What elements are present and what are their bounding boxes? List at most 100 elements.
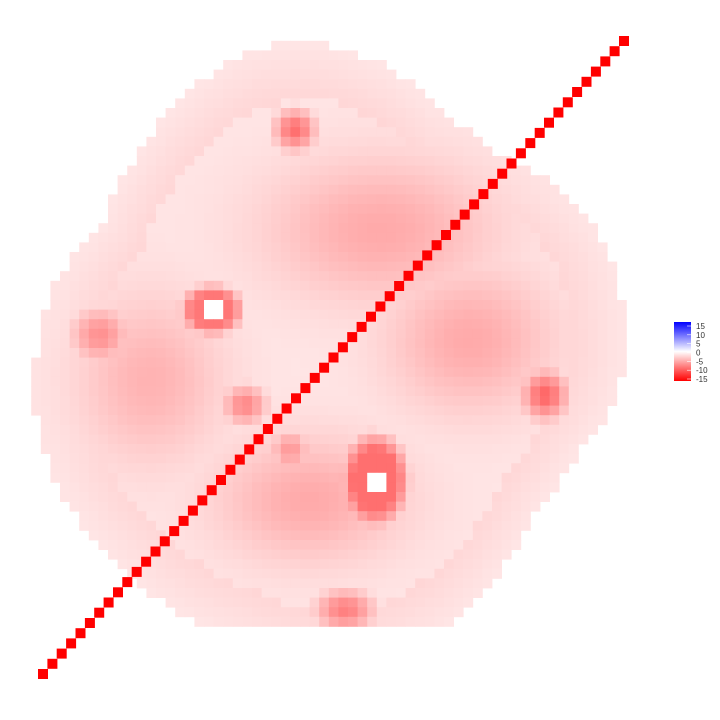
heatmap-cell	[396, 156, 406, 166]
heatmap-cell	[376, 108, 387, 118]
heatmap-cell	[568, 453, 579, 464]
heatmap-cell	[501, 252, 512, 262]
heatmap-cell	[146, 540, 157, 550]
heatmap-cell	[540, 492, 550, 502]
heatmap-cell	[568, 376, 579, 387]
heatmap-cell	[319, 520, 330, 531]
heatmap-cell	[540, 386, 550, 397]
legend-label: 15	[696, 322, 705, 331]
heatmap-cell	[319, 607, 330, 618]
heatmap-cell	[501, 319, 512, 330]
heatmap-cell	[146, 252, 157, 262]
heatmap-cell	[184, 127, 195, 138]
heatmap-cell	[405, 520, 416, 531]
heatmap-cell	[453, 607, 464, 618]
heatmap-cell	[396, 79, 406, 90]
heatmap-cell	[501, 492, 512, 502]
heatmap-cell	[213, 578, 224, 589]
heatmap-cell	[242, 530, 253, 541]
heatmap-cell	[415, 146, 426, 157]
heatmap-cell	[156, 501, 166, 512]
heatmap-cell	[319, 588, 330, 598]
heatmap-cell	[60, 415, 70, 426]
heatmap-cell	[520, 175, 531, 186]
heatmap-cell	[98, 540, 109, 550]
heatmap-cell	[386, 578, 397, 589]
diagonal-cell	[291, 393, 301, 404]
heatmap-cell	[232, 367, 243, 378]
heatmap-cell	[376, 472, 387, 483]
heatmap-cell	[194, 424, 205, 435]
heatmap-cell	[252, 232, 262, 243]
heatmap-cell	[261, 444, 272, 454]
heatmap-cell	[463, 242, 474, 253]
heatmap-cell	[184, 424, 195, 435]
heatmap-cell	[232, 194, 243, 205]
heatmap-cell	[309, 463, 320, 474]
heatmap-cell	[290, 492, 301, 502]
heatmap-cell	[328, 156, 339, 166]
heatmap-cell	[117, 444, 128, 454]
heatmap-cell	[434, 405, 445, 416]
heatmap-cell	[482, 309, 493, 320]
heatmap-cell	[280, 453, 291, 464]
heatmap-cell	[156, 338, 166, 349]
heatmap-cell	[223, 98, 234, 109]
heatmap-cell	[290, 50, 301, 61]
heatmap-cell	[597, 367, 608, 378]
heatmap-cell	[472, 146, 483, 157]
heatmap-cell	[386, 405, 397, 416]
heatmap-cell	[184, 367, 195, 378]
heatmap-cell	[213, 204, 224, 214]
heatmap-cell	[549, 396, 560, 406]
heatmap-cell	[328, 376, 339, 387]
heatmap-cell	[136, 338, 147, 349]
heatmap-cell	[232, 223, 243, 234]
heatmap-cell	[175, 280, 186, 291]
heatmap-cell	[184, 463, 195, 474]
heatmap-cell	[357, 328, 368, 339]
heatmap-cell	[396, 367, 406, 378]
heatmap-cell	[232, 511, 243, 522]
heatmap-cell	[386, 328, 397, 339]
heatmap-cell	[415, 415, 426, 426]
heatmap-cell	[194, 261, 205, 272]
heatmap-cell	[252, 60, 262, 70]
heatmap-cell	[290, 597, 301, 608]
heatmap-cell	[184, 597, 195, 608]
heatmap-cell	[108, 223, 118, 234]
heatmap-cell	[578, 405, 589, 416]
heatmap-cell	[280, 559, 291, 570]
heatmap-cell	[242, 127, 253, 138]
heatmap-cell	[338, 501, 349, 512]
heatmap-cell	[184, 280, 195, 291]
heatmap-cell	[549, 242, 560, 253]
heatmap-cell	[386, 69, 397, 80]
heatmap-cell	[280, 79, 291, 90]
heatmap-cell	[117, 223, 128, 234]
heatmap-cell	[482, 204, 493, 214]
heatmap-cell	[367, 271, 378, 282]
heatmap-cell	[348, 146, 358, 157]
heatmap-cell	[424, 117, 435, 128]
heatmap-cell	[540, 261, 550, 272]
heatmap-cell	[530, 184, 541, 195]
heatmap-cell	[300, 213, 310, 224]
heatmap-cell	[175, 348, 186, 358]
heatmap-cell	[357, 463, 368, 474]
heatmap-cell	[290, 540, 301, 550]
diagonal-cell	[478, 189, 489, 200]
heatmap-cell	[280, 136, 291, 147]
heatmap-cell	[204, 213, 214, 224]
heatmap-cell	[607, 367, 618, 378]
heatmap-cell	[117, 501, 128, 512]
heatmap-cell	[530, 309, 541, 320]
heatmap-cell	[511, 309, 522, 320]
heatmap-cell	[396, 396, 406, 406]
heatmap-cell	[357, 616, 368, 627]
heatmap-cell	[463, 396, 474, 406]
heatmap-cell	[136, 520, 147, 531]
heatmap-cell	[559, 300, 570, 310]
heatmap-cell	[184, 165, 195, 176]
heatmap-cell	[348, 434, 358, 445]
